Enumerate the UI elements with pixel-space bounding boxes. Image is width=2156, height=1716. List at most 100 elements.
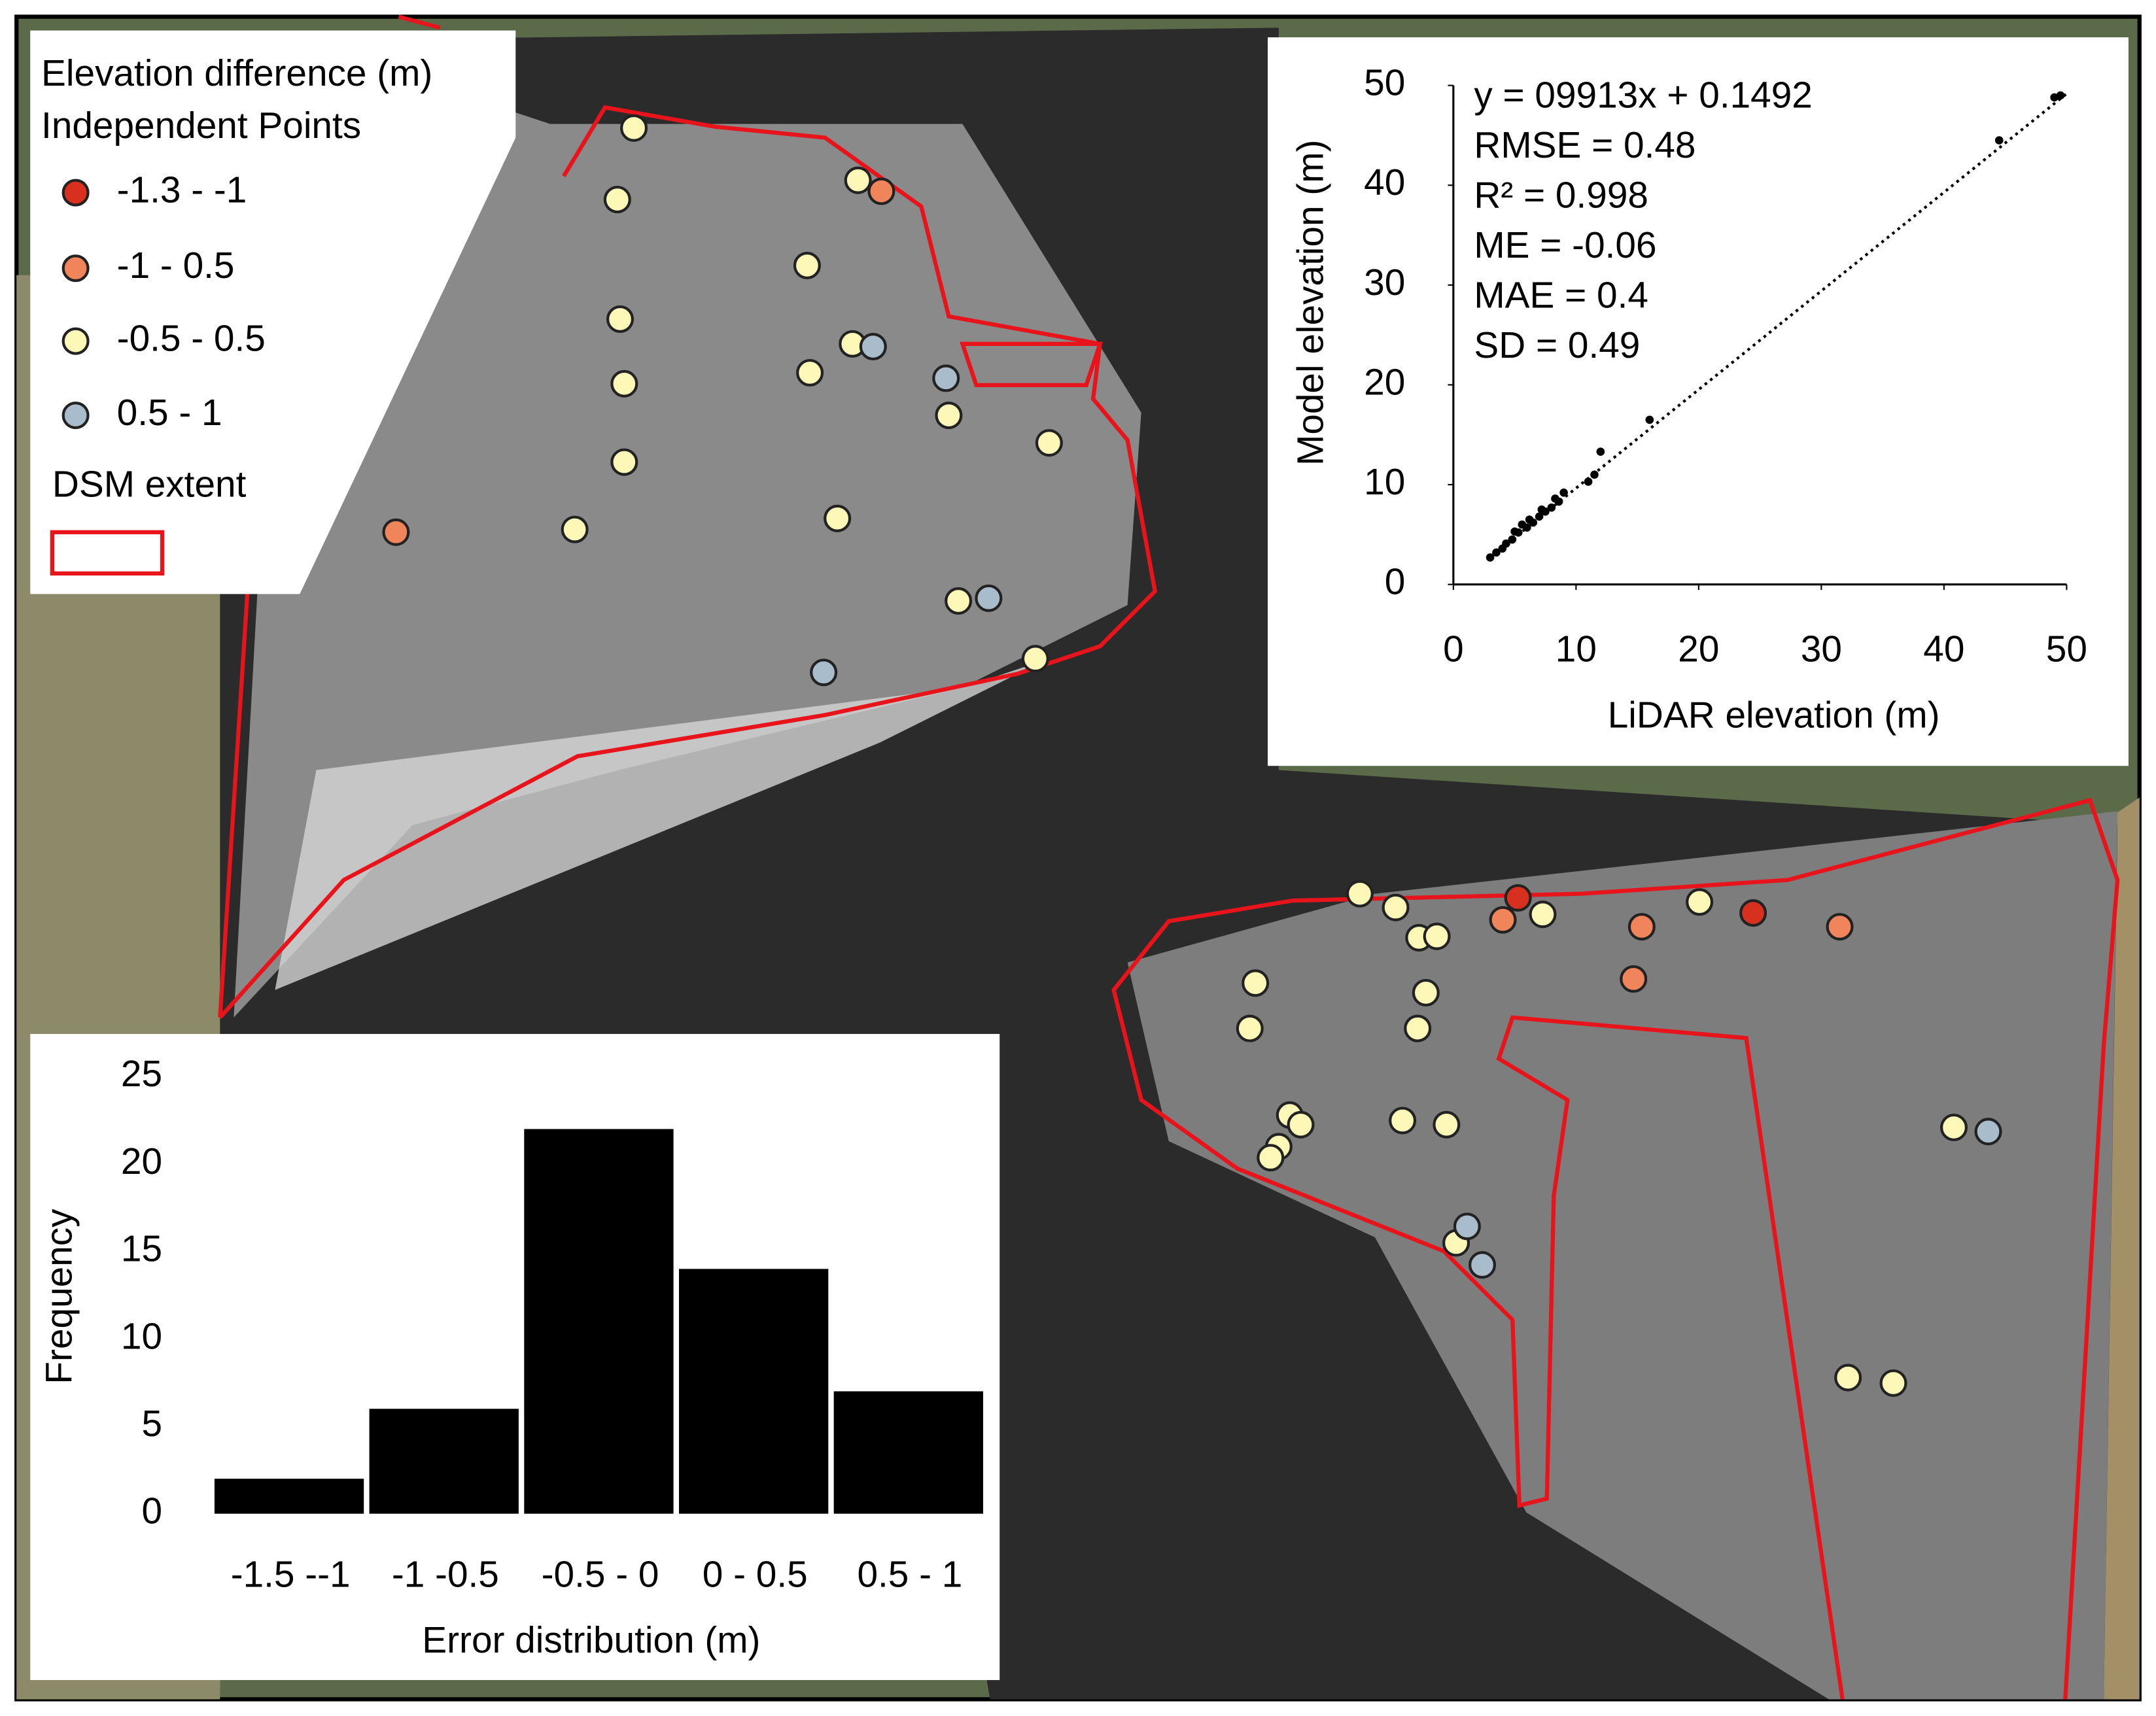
y-tick-label: 30	[1364, 262, 1405, 303]
x-tick-label: -1 -0.5	[392, 1554, 499, 1595]
legend-label: -1 - 0.5	[117, 245, 235, 286]
x-tick-label: 30	[1801, 629, 1842, 670]
stat-annotation: R² = 0.998	[1474, 175, 1648, 216]
survey-point	[1412, 978, 1440, 1007]
y-tick-label: 0	[1385, 562, 1406, 603]
scatter-point	[1590, 470, 1599, 479]
survey-point	[610, 369, 638, 398]
scatter-point	[1596, 447, 1605, 456]
survey-point	[382, 518, 410, 546]
survey-point	[1257, 1144, 1285, 1172]
scatter-point	[1541, 507, 1550, 516]
legend-swatch	[61, 402, 90, 430]
x-axis-title: LiDAR elevation (m)	[1608, 695, 1940, 736]
survey-point	[620, 114, 648, 142]
scatter-point	[1535, 512, 1544, 521]
scatter-point	[1584, 477, 1593, 486]
legend-box	[30, 30, 516, 594]
survey-point	[561, 515, 589, 543]
survey-point	[1453, 1212, 1481, 1241]
legend-title: Elevation difference (m)	[41, 53, 432, 94]
x-tick-label: 50	[2046, 629, 2087, 670]
survey-point	[1242, 969, 1270, 997]
survey-point	[1287, 1110, 1315, 1139]
survey-point	[1382, 893, 1410, 921]
survey-point	[935, 402, 963, 430]
legend-swatch	[61, 327, 90, 355]
y-tick-label: 20	[121, 1141, 162, 1182]
survey-point	[1620, 965, 1648, 993]
survey-point	[859, 333, 887, 361]
scatter-point	[1547, 503, 1556, 512]
y-axis-title: Frequency	[39, 1209, 80, 1384]
histogram-bar	[524, 1129, 674, 1514]
survey-point	[1489, 906, 1517, 934]
survey-point	[810, 659, 838, 687]
scatter-point	[1529, 518, 1538, 527]
legend-extent-swatch	[50, 530, 165, 576]
survey-point	[1346, 880, 1374, 908]
x-axis-title: Error distribution (m)	[422, 1620, 760, 1661]
survey-points	[382, 114, 2002, 1397]
survey-point	[610, 448, 638, 476]
histogram-bar	[214, 1479, 364, 1514]
legend-label: -0.5 - 0.5	[117, 318, 266, 360]
survey-point	[1879, 1369, 1907, 1397]
histogram-bar	[833, 1391, 983, 1514]
x-tick-label: 0 - 0.5	[703, 1554, 808, 1595]
survey-point	[1389, 1107, 1417, 1135]
legend-swatch	[61, 179, 90, 207]
survey-point	[1939, 1113, 1968, 1142]
y-tick-label: 20	[1364, 362, 1405, 403]
legend-label: -1.3 - -1	[117, 170, 247, 211]
stat-annotation: MAE = 0.4	[1474, 275, 1648, 317]
legend-extent-label: DSM extent	[52, 464, 247, 505]
scatter-point	[1492, 548, 1501, 557]
y-tick-label: 10	[121, 1316, 162, 1357]
legend: Elevation difference (m) Independent Poi…	[41, 53, 432, 576]
x-tick-label: 20	[1678, 629, 1719, 670]
y-tick-label: 15	[121, 1229, 162, 1270]
stat-annotation: RMSE = 0.48	[1474, 125, 1695, 166]
scatter-point	[1486, 553, 1495, 562]
scatter-point	[1994, 136, 2004, 145]
survey-point	[867, 177, 895, 205]
survey-point	[844, 166, 872, 194]
scatter-point	[1502, 539, 1510, 548]
histogram-panel	[30, 1034, 1000, 1681]
x-tick-label: 0	[1443, 629, 1464, 670]
survey-point	[1739, 899, 1767, 927]
survey-point	[1035, 429, 1063, 457]
scatter-point	[1559, 488, 1568, 497]
survey-point	[793, 252, 821, 280]
x-tick-label: -0.5 - 0	[542, 1554, 659, 1595]
histogram-bar	[369, 1409, 519, 1514]
scatter-point	[1508, 535, 1517, 544]
survey-point	[1468, 1251, 1497, 1279]
survey-point	[824, 504, 852, 532]
survey-point	[1236, 1014, 1264, 1042]
survey-point	[1021, 645, 1049, 673]
histogram-bar	[678, 1269, 829, 1514]
stat-annotation: ME = -0.06	[1474, 225, 1656, 266]
survey-point	[945, 587, 973, 615]
survey-point	[1974, 1118, 2002, 1146]
stat-annotation: y = 09913x + 0.1492	[1474, 75, 1812, 116]
y-tick-label: 25	[121, 1054, 162, 1095]
survey-point	[1423, 922, 1451, 950]
survey-point	[1834, 1364, 1862, 1392]
x-tick-label: 0.5 - 1	[857, 1554, 962, 1595]
legend-label: 0.5 - 1	[117, 392, 222, 434]
survey-point	[1826, 913, 1854, 941]
survey-point	[796, 358, 824, 387]
legend-subtitle: Independent Points	[41, 105, 361, 146]
survey-point	[932, 364, 960, 392]
survey-point	[603, 186, 631, 214]
survey-point	[1404, 1014, 1432, 1042]
scatter-point	[1523, 523, 1531, 532]
scatter-point	[1645, 415, 1654, 424]
scatter-point	[1514, 528, 1523, 537]
legend-swatch	[61, 254, 90, 283]
